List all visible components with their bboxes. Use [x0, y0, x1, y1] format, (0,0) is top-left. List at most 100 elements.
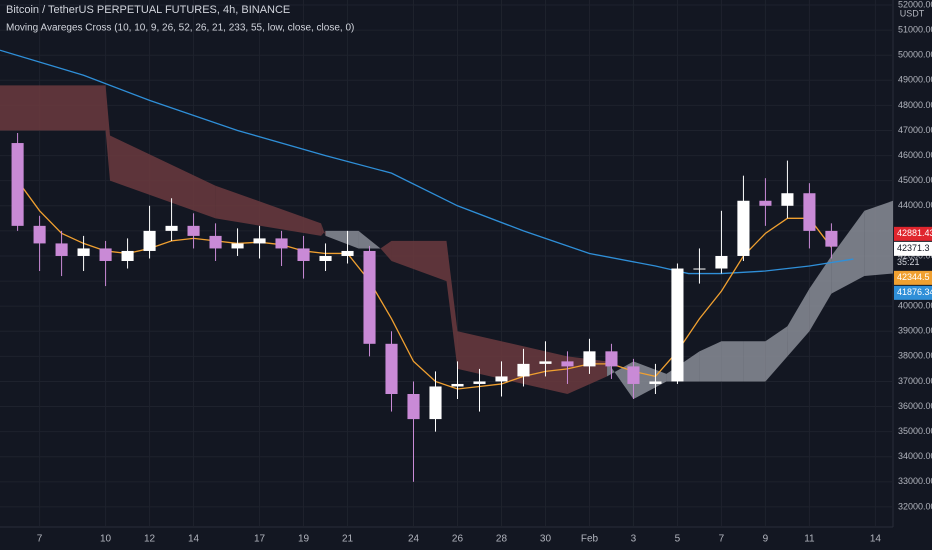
y-tick-label: 40000.00 — [898, 301, 932, 311]
x-tick-label: 9 — [763, 534, 769, 545]
cloud-segment — [765, 326, 788, 382]
chart-subtitle: Moving Avareges Cross (10, 10, 9, 26, 52… — [6, 23, 354, 34]
price-label-box — [894, 226, 932, 241]
y-tick-label: 32000.00 — [898, 501, 932, 511]
candle-body — [165, 225, 178, 231]
x-tick-label: 30 — [540, 534, 552, 545]
chart-title: Bitcoin / TetherUS PERPETUAL FUTURES, 4h… — [6, 4, 290, 16]
cloud-segment — [457, 331, 568, 394]
candle-body — [539, 361, 552, 364]
candle-body — [187, 225, 200, 236]
y-tick-label: 47000.00 — [898, 125, 932, 135]
cloud-segment — [743, 341, 766, 382]
candle-body — [825, 230, 838, 247]
candle-body — [715, 255, 728, 269]
x-tick-label: 19 — [298, 534, 310, 545]
candle-body — [121, 250, 134, 261]
x-tick-label: 12 — [144, 534, 156, 545]
y-tick-label: 46000.00 — [898, 150, 932, 160]
countdown: 35:21 — [897, 257, 920, 267]
cloud-segment — [809, 255, 832, 332]
x-tick-label: 14 — [870, 534, 882, 545]
y-tick-label: 33000.00 — [898, 476, 932, 486]
x-tick-label: 21 — [342, 534, 354, 545]
price-label: 42344.5 — [897, 272, 930, 282]
cloud-segment — [699, 341, 722, 382]
price-label-box — [894, 270, 932, 285]
candle-body — [451, 383, 464, 387]
price-label: 42371.3 — [897, 243, 930, 253]
x-tick-label: 28 — [496, 534, 508, 545]
x-tick-label: 3 — [631, 534, 637, 545]
cloud-segment — [607, 361, 634, 400]
y-tick-label: 37000.00 — [898, 376, 932, 386]
cloud-segment — [391, 240, 447, 282]
candle-body — [759, 200, 772, 206]
plot-area — [0, 0, 893, 527]
candle-body — [627, 366, 640, 384]
candle-body — [495, 376, 508, 382]
y-tick-label: 44000.00 — [898, 200, 932, 210]
candle-body — [231, 243, 244, 249]
cloud-segment — [358, 230, 381, 249]
cloud-segment — [380, 240, 392, 261]
cloud-segment — [721, 341, 744, 382]
candle-body — [143, 230, 156, 251]
candle-body — [781, 193, 794, 206]
price-label-box — [894, 285, 932, 300]
y-tick-label: 39000.00 — [898, 326, 932, 336]
y-tick-label: 49000.00 — [898, 75, 932, 85]
candle-body — [583, 351, 596, 367]
candle-body — [363, 250, 376, 344]
x-tick-label: 17 — [254, 534, 266, 545]
price-label: 41876.34 — [897, 287, 932, 297]
y-tick-label: 50000.00 — [898, 50, 932, 60]
candle-body — [517, 363, 530, 377]
cloud-segment — [446, 240, 458, 369]
y-tick-label: 36000.00 — [898, 401, 932, 411]
candle-body — [429, 386, 442, 420]
y-tick-label: 51000.00 — [898, 24, 932, 34]
indicator-line — [0, 49, 854, 275]
candle-body — [11, 143, 24, 226]
x-tick-label: 24 — [408, 534, 420, 545]
y-tick-label: 52000.00 — [898, 0, 932, 9]
candle-body — [99, 248, 112, 261]
candle-body — [385, 343, 398, 394]
candle-body — [341, 250, 354, 256]
candle-body — [297, 248, 310, 261]
candle-body — [473, 381, 486, 384]
candle-body — [33, 225, 46, 244]
candle-body — [253, 238, 266, 244]
candle-body — [407, 393, 420, 420]
y-tick-label: 34000.00 — [898, 451, 932, 461]
x-tick-label: 14 — [188, 534, 200, 545]
price-label-box — [894, 241, 932, 256]
x-tick-label: Feb — [581, 534, 599, 545]
candle-body — [605, 351, 618, 367]
x-tick-label: 7 — [37, 534, 43, 545]
x-tick-label: 10 — [100, 534, 112, 545]
cloud-segment — [105, 85, 110, 181]
candle-body — [693, 268, 706, 270]
candle-body — [649, 381, 662, 384]
cloud-segment — [831, 210, 865, 294]
x-tick-label: 26 — [452, 534, 464, 545]
y-tick-label: 38000.00 — [898, 351, 932, 361]
y-tick-label: 35000.00 — [898, 426, 932, 436]
candle-body — [77, 248, 90, 256]
x-tick-label: 11 — [804, 534, 815, 545]
candle-body — [803, 193, 816, 231]
cloud-segment — [215, 185, 322, 236]
y-tick-label: 45000.00 — [898, 175, 932, 185]
cloud-segment — [567, 356, 608, 394]
cloud-segment — [864, 200, 893, 277]
candle-body — [671, 268, 684, 382]
y-unit: USDT — [900, 8, 925, 18]
candle-body — [55, 243, 68, 256]
cloud-segment — [321, 223, 326, 236]
candle-body — [275, 238, 288, 249]
